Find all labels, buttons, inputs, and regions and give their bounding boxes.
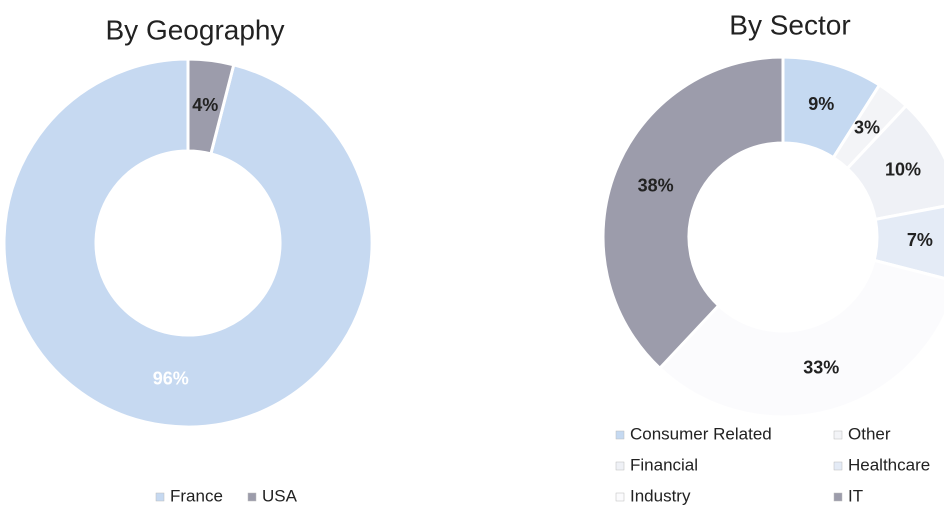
legend-marker xyxy=(833,461,843,471)
donut-slice xyxy=(601,55,785,371)
legend-marker xyxy=(833,492,843,502)
chart-title: By Sector xyxy=(729,9,850,40)
legend-label: Other xyxy=(848,424,891,443)
chart-title: By Geography xyxy=(106,14,285,45)
donut-slice xyxy=(872,204,944,280)
donut-slice xyxy=(2,57,374,429)
legend-label: Consumer Related xyxy=(630,424,772,443)
legend-marker xyxy=(155,492,165,502)
legend-label: Financial xyxy=(630,455,698,474)
legend-label: USA xyxy=(262,486,298,505)
data-label: 9% xyxy=(808,94,834,114)
data-label: 38% xyxy=(638,175,674,195)
data-label: 10% xyxy=(885,160,921,180)
legend-label: Industry xyxy=(630,486,691,505)
legend-marker xyxy=(615,461,625,471)
legend-marker xyxy=(615,492,625,502)
legend-marker xyxy=(247,492,257,502)
data-label: 7% xyxy=(907,230,933,250)
data-label: 3% xyxy=(854,117,880,137)
legend-label: Healthcare xyxy=(848,455,930,474)
donut-slice xyxy=(845,103,944,222)
data-label: 4% xyxy=(192,95,218,115)
data-label: 33% xyxy=(803,357,839,377)
data-label: 96% xyxy=(153,369,189,389)
donut-slice xyxy=(186,57,236,156)
legend-marker xyxy=(615,430,625,440)
legend-marker xyxy=(833,430,843,440)
legend-label: France xyxy=(170,486,223,505)
donut-slice xyxy=(657,258,944,419)
legend-label: IT xyxy=(848,486,863,505)
